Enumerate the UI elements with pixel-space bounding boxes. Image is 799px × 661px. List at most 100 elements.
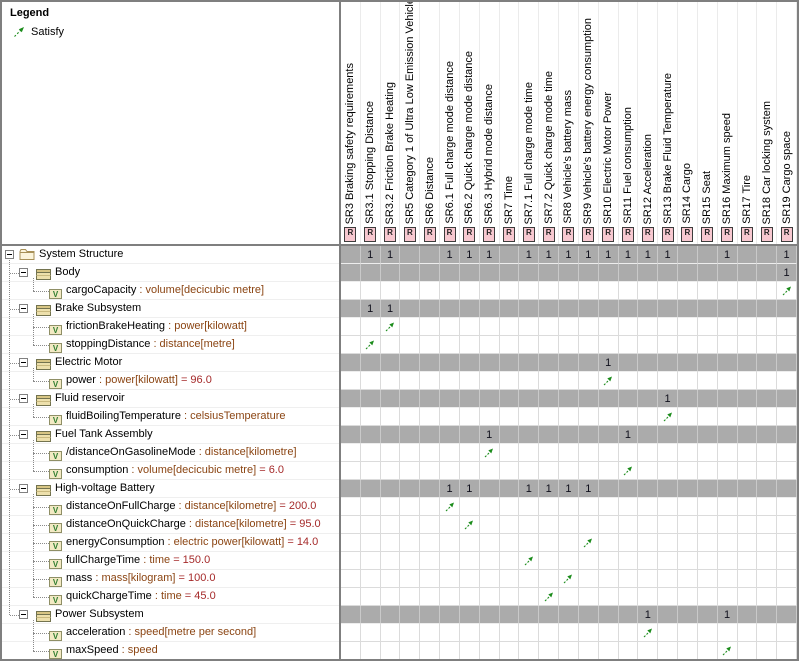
matrix-cell[interactable] — [737, 444, 758, 462]
matrix-cell[interactable] — [717, 390, 738, 408]
column-header[interactable]: SR3 Braking safety requirements R — [341, 2, 361, 244]
matrix-cell[interactable] — [539, 642, 560, 659]
matrix-cell[interactable] — [479, 372, 500, 390]
matrix-cell[interactable] — [440, 588, 460, 606]
matrix-cell[interactable] — [717, 588, 738, 606]
matrix-cell[interactable] — [499, 264, 520, 282]
matrix-cell[interactable] — [539, 570, 560, 588]
matrix-cell[interactable] — [440, 498, 460, 516]
matrix-cell[interactable] — [499, 462, 520, 480]
matrix-cell[interactable] — [519, 318, 540, 336]
matrix-cell[interactable] — [618, 480, 639, 498]
matrix-cell[interactable] — [697, 426, 718, 444]
matrix-cell[interactable]: 1 — [578, 246, 599, 264]
matrix-cell[interactable] — [678, 318, 698, 336]
matrix-cell[interactable] — [459, 372, 480, 390]
matrix-cell[interactable] — [499, 336, 520, 354]
matrix-cell[interactable] — [658, 516, 679, 534]
matrix-cell[interactable] — [380, 642, 401, 659]
matrix-cell[interactable]: 1 — [380, 246, 401, 264]
matrix-cell[interactable] — [777, 480, 797, 498]
column-header[interactable]: SR8 Vehicle's battery mass R — [559, 2, 579, 244]
matrix-cell[interactable] — [360, 426, 381, 444]
matrix-cell[interactable] — [737, 426, 758, 444]
matrix-cell[interactable] — [341, 606, 361, 624]
matrix-cell[interactable] — [717, 372, 738, 390]
matrix-cell[interactable] — [717, 516, 738, 534]
matrix-cell[interactable] — [539, 300, 560, 318]
matrix-cell[interactable] — [459, 264, 480, 282]
matrix-cell[interactable] — [459, 336, 480, 354]
matrix-cell[interactable] — [479, 606, 500, 624]
matrix-cell[interactable] — [341, 498, 361, 516]
column-header[interactable]: SR6 Distance R — [420, 2, 441, 244]
matrix-cell[interactable] — [757, 246, 778, 264]
tree-row[interactable]: Power Subsystem — [2, 606, 339, 624]
matrix-cell[interactable]: 1 — [777, 264, 797, 282]
matrix-cell[interactable] — [777, 462, 797, 480]
tree-expand-toggle[interactable] — [19, 268, 28, 277]
matrix-cell[interactable] — [380, 480, 401, 498]
matrix-cell[interactable] — [717, 462, 738, 480]
matrix-cell[interactable] — [598, 444, 619, 462]
matrix-cell[interactable] — [459, 426, 480, 444]
matrix-cell[interactable] — [539, 426, 560, 444]
matrix-cell[interactable] — [499, 426, 520, 444]
matrix-cell[interactable] — [459, 390, 480, 408]
matrix-cell[interactable] — [578, 336, 599, 354]
matrix-cell[interactable] — [420, 408, 441, 426]
matrix-cell[interactable] — [539, 606, 560, 624]
matrix-cell[interactable] — [499, 552, 520, 570]
matrix-cell[interactable] — [499, 498, 520, 516]
matrix-cell[interactable] — [539, 552, 560, 570]
matrix-cell[interactable] — [578, 462, 599, 480]
matrix-cell[interactable] — [519, 498, 540, 516]
matrix-cell[interactable] — [459, 606, 480, 624]
matrix-cell[interactable] — [777, 408, 797, 426]
matrix-cell[interactable] — [519, 534, 540, 552]
matrix-cell[interactable] — [658, 444, 679, 462]
matrix-cell[interactable] — [479, 264, 500, 282]
tree-row[interactable]: Body — [2, 264, 339, 282]
tree-row[interactable]: Brake Subsystem — [2, 300, 339, 318]
matrix-cell[interactable] — [380, 606, 401, 624]
matrix-cell[interactable] — [341, 516, 361, 534]
tree-expand-toggle[interactable] — [5, 250, 14, 259]
matrix-cell[interactable] — [737, 480, 758, 498]
matrix-cell[interactable] — [618, 372, 639, 390]
header-splitter-horizontal[interactable] — [2, 244, 797, 246]
matrix-cell[interactable] — [539, 282, 560, 300]
matrix-cell[interactable] — [777, 390, 797, 408]
matrix-cell[interactable] — [479, 552, 500, 570]
matrix-cell[interactable] — [678, 624, 698, 642]
matrix-cell[interactable] — [400, 642, 421, 659]
matrix-cell[interactable] — [717, 318, 738, 336]
matrix-cell[interactable] — [440, 336, 460, 354]
matrix-cell[interactable] — [618, 336, 639, 354]
matrix-cell[interactable] — [757, 390, 778, 408]
matrix-cell[interactable] — [757, 282, 778, 300]
matrix-cell[interactable] — [678, 498, 698, 516]
matrix-cell[interactable]: 1 — [578, 480, 599, 498]
tree-row[interactable]: Electric Motor — [2, 354, 339, 372]
matrix-cell[interactable] — [638, 480, 659, 498]
matrix-cell[interactable] — [380, 408, 401, 426]
matrix-cell[interactable] — [737, 498, 758, 516]
matrix-cell[interactable] — [341, 300, 361, 318]
matrix-cell[interactable] — [479, 642, 500, 659]
matrix-cell[interactable]: 1 — [459, 480, 480, 498]
matrix-cell[interactable] — [678, 282, 698, 300]
matrix-cell[interactable] — [598, 606, 619, 624]
column-header[interactable]: SR13 Brake Fluid Temperature R — [658, 2, 679, 244]
column-header[interactable]: SR9 Vehicle's battery energy consumption… — [579, 2, 599, 244]
matrix-cell[interactable] — [420, 444, 441, 462]
matrix-cell[interactable] — [638, 408, 659, 426]
matrix-cell[interactable] — [618, 390, 639, 408]
matrix-cell[interactable] — [638, 300, 659, 318]
matrix-cell[interactable] — [638, 498, 659, 516]
matrix-cell[interactable] — [420, 498, 441, 516]
matrix-cell[interactable] — [678, 246, 698, 264]
column-header[interactable]: SR7.1 Full charge mode time R — [519, 2, 540, 244]
